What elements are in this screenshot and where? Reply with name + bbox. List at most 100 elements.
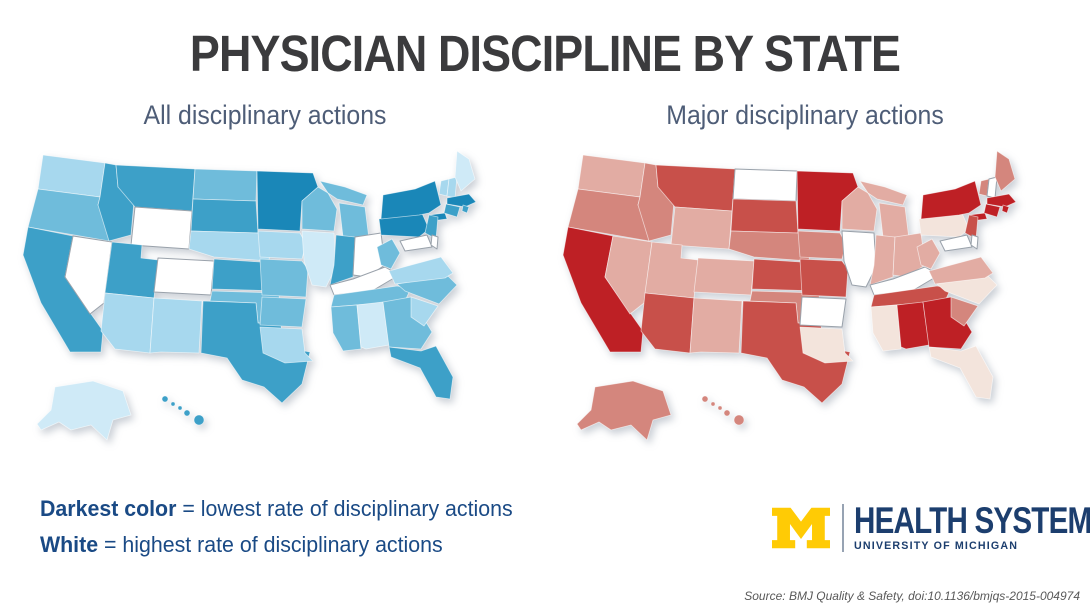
state-ga [922,296,973,350]
state-mi [319,180,368,206]
state-nh [446,176,458,199]
state-in [869,234,896,286]
state-ny [380,180,442,220]
state-hi-island [183,409,191,417]
state-ms [870,304,902,352]
state-mi [878,202,910,240]
state-va [928,256,994,285]
state-sd [730,198,799,234]
state-wy [670,206,733,250]
legend-term-white: White [40,532,99,557]
state-me [454,150,476,192]
page-title: PHYSICIAN DISCIPLINE BY STATE [189,25,901,82]
state-ga [382,296,433,350]
state-la [799,326,854,364]
state-wy [130,206,193,250]
state-hi-island [177,405,183,411]
state-sc [950,296,979,327]
state-ri [461,204,470,214]
state-me [994,150,1016,192]
state-hi-island [717,405,723,411]
block-m-icon [772,507,830,549]
state-mi [338,202,370,240]
logo-primary-text: HEALTH SYSTEM [854,500,1090,541]
state-co [153,257,215,296]
state-va [388,256,454,285]
state-wv [376,238,401,270]
state-il [301,230,337,288]
state-ia [257,230,307,260]
state-ma [986,193,1017,208]
state-ia [797,230,847,260]
state-ct [983,203,1001,218]
us-map-major-disciplinary [562,150,1017,441]
logo-divider [842,504,844,552]
legend-term-darkest: Darkest color [40,496,177,521]
map-title-major: Major disciplinary actions [666,100,944,130]
state-wv [916,238,941,270]
state-in [329,234,356,286]
legend-line-white: White = highest rate of disciplinary act… [40,532,513,558]
legend-rest-darkest: = lowest rate of disciplinary actions [176,496,513,521]
state-co [693,257,755,296]
state-hi-island [193,414,205,426]
state-de [430,234,439,250]
state-nv [604,235,653,315]
state-al [356,301,390,350]
state-nd [732,168,798,202]
state-la [259,326,314,364]
state-mo [799,258,849,298]
state-mo [259,258,309,298]
color-legend: Darkest color = lowest rate of disciplin… [40,496,527,568]
state-hi-island [710,401,716,407]
state-wi [301,186,338,232]
state-fl [388,345,454,400]
logo-secondary-text: UNIVERSITY OF MICHIGAN [854,540,1019,552]
state-ut [644,241,699,299]
state-hi-island [723,409,731,417]
state-nd [192,168,258,202]
state-ma [446,193,477,208]
state-ri [1001,204,1010,214]
state-ny [920,180,982,220]
state-nm [149,297,203,354]
state-tx [200,300,311,404]
map-title-all: All disciplinary actions [143,100,387,130]
state-hi-island [170,401,176,407]
source-citation: Source: BMJ Quality & Safety, doi:10.113… [744,589,1080,603]
panel-major-disciplinary: Major disciplinary actions [555,100,1055,467]
legend-rest-white: = highest rate of disciplinary actions [98,532,443,557]
state-ms [330,304,362,352]
state-nh [986,176,998,199]
panel-all-disciplinary: All disciplinary actions [15,100,515,467]
state-al [896,301,930,350]
state-sd [190,198,259,234]
state-md [399,234,433,252]
state-sc [410,296,439,327]
state-de [970,234,979,250]
state-ar [799,296,847,328]
state-hi-island [733,414,745,426]
legend-line-darkest: Darkest color = lowest rate of disciplin… [40,496,513,522]
state-ak [36,380,132,441]
state-ct [443,203,461,218]
state-mi [859,180,908,206]
umich-health-system-logo: HEALTH SYSTEM UNIVERSITY OF MICHIGAN [772,500,1090,552]
state-az [100,292,155,354]
state-il [841,230,877,288]
logo-wordmark: HEALTH SYSTEM UNIVERSITY OF MICHIGAN [854,500,1090,552]
state-hi-island [161,395,169,403]
state-md [939,234,973,252]
state-nm [689,297,743,354]
state-ak [576,380,672,441]
state-ar [259,296,307,328]
state-tx [740,300,851,404]
state-az [640,292,695,354]
state-fl [928,345,994,400]
us-map-all-disciplinary [22,150,477,441]
state-hi-island [701,395,709,403]
state-nv [64,235,113,315]
state-ut [104,241,159,299]
state-wi [841,186,878,232]
